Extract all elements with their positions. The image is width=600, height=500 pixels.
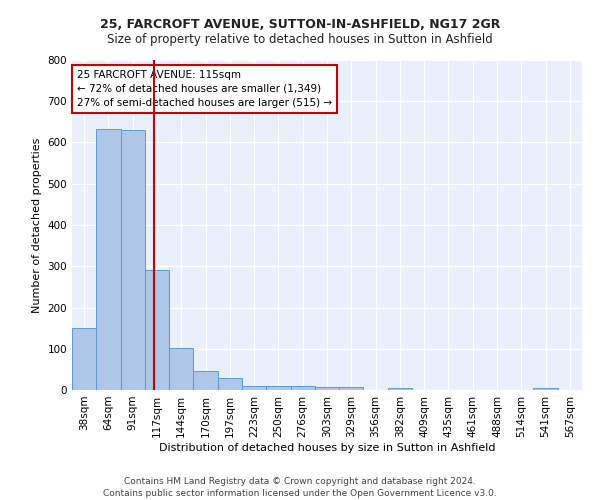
Text: Contains HM Land Registry data © Crown copyright and database right 2024.
Contai: Contains HM Land Registry data © Crown c… [103, 476, 497, 498]
Text: Size of property relative to detached houses in Sutton in Ashfield: Size of property relative to detached ho… [107, 32, 493, 46]
Bar [121, 130, 145, 390]
Bar [169, 348, 193, 390]
Bar [315, 386, 339, 390]
X-axis label: Distribution of detached houses by size in Sutton in Ashfield: Distribution of detached houses by size … [159, 442, 495, 452]
Bar [388, 388, 412, 390]
Bar [72, 328, 96, 390]
Bar [96, 130, 121, 390]
Bar [242, 386, 266, 390]
Bar [290, 386, 315, 390]
Bar [218, 378, 242, 390]
Bar [339, 386, 364, 390]
Bar [533, 388, 558, 390]
Bar [193, 372, 218, 390]
Bar [145, 270, 169, 390]
Text: 25, FARCROFT AVENUE, SUTTON-IN-ASHFIELD, NG17 2GR: 25, FARCROFT AVENUE, SUTTON-IN-ASHFIELD,… [100, 18, 500, 30]
Y-axis label: Number of detached properties: Number of detached properties [32, 138, 42, 312]
Bar [266, 386, 290, 390]
Text: 25 FARCROFT AVENUE: 115sqm
← 72% of detached houses are smaller (1,349)
27% of s: 25 FARCROFT AVENUE: 115sqm ← 72% of deta… [77, 70, 332, 108]
